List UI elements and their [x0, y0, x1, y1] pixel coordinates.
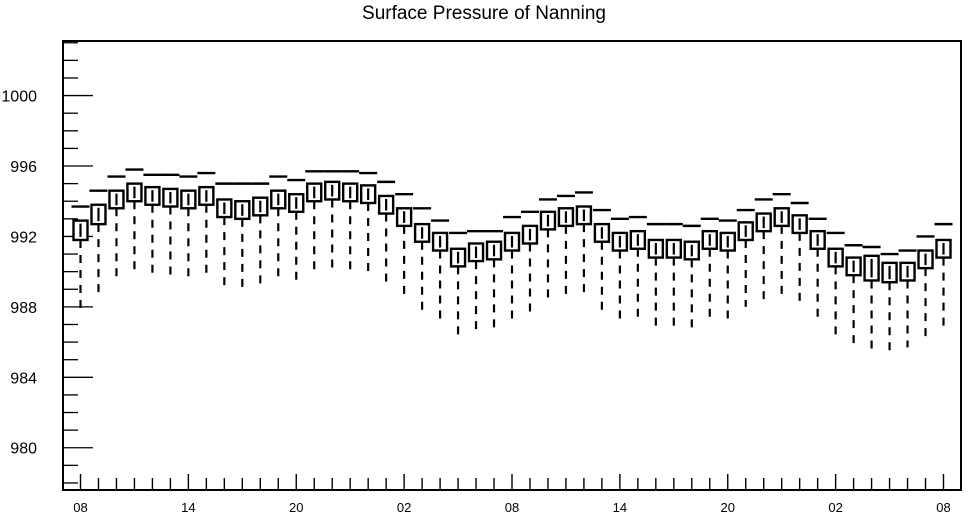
- chart-title: Surface Pressure of Nanning: [362, 3, 606, 24]
- box-item: [538, 198, 557, 300]
- box-item: [736, 208, 755, 307]
- box-item: [287, 178, 306, 283]
- box-item: [377, 180, 396, 284]
- x-tick-label: 02: [828, 500, 842, 515]
- box-item: [179, 175, 198, 279]
- box-item: [485, 229, 504, 329]
- y-tick-label: 984: [10, 370, 37, 387]
- box-item: [646, 222, 665, 327]
- x-tick-label: 14: [181, 500, 195, 515]
- box-item: [592, 208, 611, 313]
- box-item: [413, 207, 432, 311]
- box-item: [682, 224, 701, 329]
- box-item: [556, 194, 575, 297]
- box-item: [916, 235, 935, 337]
- box-item: [89, 189, 108, 293]
- box-item: [107, 175, 126, 279]
- box-item: [754, 198, 773, 302]
- box-item: [718, 219, 737, 320]
- x-tick-label: 20: [721, 500, 735, 515]
- box-item: [844, 244, 863, 344]
- box-item: [269, 175, 288, 279]
- box-item: [125, 168, 144, 272]
- box-item: [215, 182, 234, 288]
- box-item: [143, 173, 162, 276]
- box-item: [934, 222, 953, 329]
- y-tick-label: 988: [10, 300, 37, 317]
- y-tick-label: 992: [10, 229, 37, 246]
- box-item: [71, 205, 90, 313]
- x-tick-label: 02: [397, 500, 411, 515]
- box-item: [395, 192, 414, 295]
- x-tick-label: 20: [289, 500, 303, 515]
- box-item: [790, 201, 809, 302]
- box-item: [467, 229, 486, 332]
- box-item: [305, 170, 324, 272]
- box-item: [826, 231, 845, 336]
- box-item: [880, 252, 899, 355]
- box-item: [628, 215, 647, 320]
- box-item: [251, 182, 270, 286]
- box-item: [574, 191, 593, 293]
- plot-frame: [62, 40, 962, 491]
- box-item: [323, 170, 342, 270]
- box-item: [341, 170, 360, 272]
- y-tick-label: 1000: [1, 89, 37, 106]
- box-item: [503, 215, 521, 321]
- box-item: [700, 217, 719, 320]
- box-item: [808, 217, 827, 318]
- box-item: [359, 171, 378, 274]
- box-item: [449, 231, 468, 336]
- box-item: [898, 249, 917, 348]
- box-item: [862, 245, 881, 353]
- y-tick-label: 996: [10, 159, 37, 176]
- x-tick-label: 08: [73, 500, 87, 515]
- box-item: [610, 217, 629, 321]
- box-item: [161, 173, 180, 277]
- x-tick-label: 14: [613, 500, 627, 515]
- box-item: [520, 210, 539, 314]
- box-item: [772, 192, 791, 297]
- box-item: [197, 171, 216, 276]
- box-item: [233, 182, 252, 290]
- x-tick-label: 08: [936, 500, 950, 515]
- box-item: [431, 219, 450, 320]
- y-tick-label: 980: [10, 441, 37, 458]
- x-tick-label: 08: [505, 500, 519, 515]
- box-item: [664, 222, 683, 329]
